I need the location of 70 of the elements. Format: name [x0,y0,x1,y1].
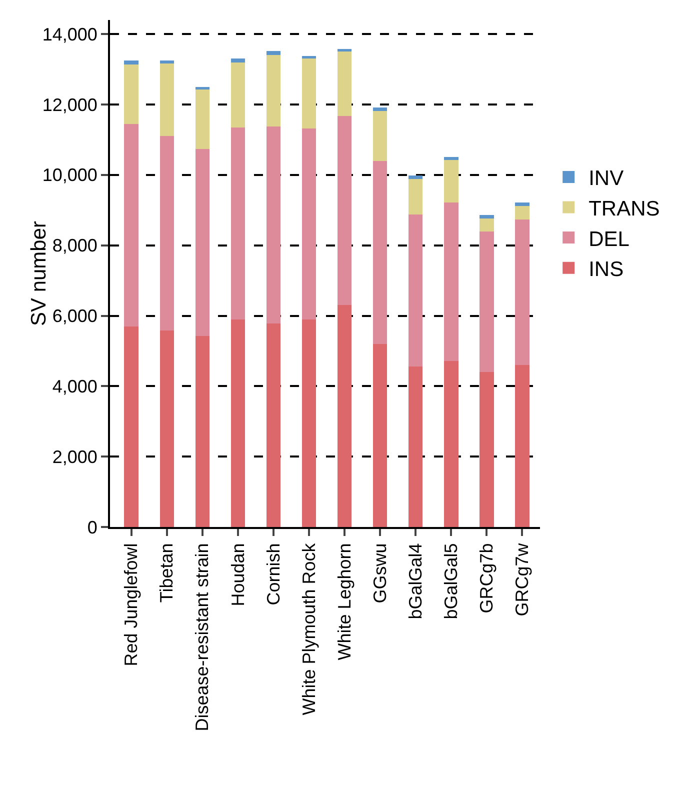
bar [124,326,138,527]
x-tick-label: Disease-resistant strain [192,543,212,732]
x-tick-label: bGalGal5 [441,543,462,620]
bar [124,60,138,65]
legend-label: DEL [588,228,630,251]
x-tick-label: GRCg7b [476,543,497,614]
x-tick-label: bGalGal4 [405,543,426,620]
bar [408,214,423,366]
y-tick-label: 14,000 [42,24,98,44]
bar [480,215,494,219]
x-tick-label: Tibetan [156,543,177,603]
bar [195,90,210,150]
x-tick-label: White Leghorn [334,543,354,660]
legend-label: INS [588,258,624,282]
bar [372,107,388,111]
bar [444,156,458,160]
bar [372,344,388,527]
bar [160,60,174,64]
bar [124,124,138,326]
bar [302,128,316,320]
bar [302,319,316,527]
bar [337,305,352,527]
y-tick-label: 10,000 [42,165,98,186]
bar [230,62,246,128]
bar [266,126,281,324]
bar [515,206,530,220]
bar [480,218,494,232]
legend-label: INV [588,167,624,190]
bar [444,160,458,203]
bar [408,366,423,527]
y-tick-label: 6,000 [52,306,98,326]
bar [195,149,210,336]
bar [408,179,423,215]
bar [160,136,174,331]
x-tick-label: Red Junglefowl [121,543,142,666]
bar [337,52,352,116]
x-tick-label: GGswu [370,543,390,604]
y-axis-title: SV number [27,220,50,326]
bar [230,58,246,62]
y-tick-label: 4,000 [52,376,98,396]
bar [266,55,281,126]
y-tick-label: 8,000 [52,236,98,256]
bar [444,202,458,361]
bar [444,360,458,527]
bar [160,330,174,527]
bar [372,160,388,344]
bar [515,219,530,366]
bar [230,128,246,320]
bar [230,319,246,527]
x-tick-label: Cornish [263,543,284,606]
bar [480,231,494,372]
bar [480,372,494,527]
bar [266,50,281,56]
bar [515,365,530,527]
x-tick-label: White Plymouth Rock [298,542,319,716]
bar [302,58,316,128]
x-tick-label: GRCg7w [512,542,532,616]
bar [372,110,388,161]
bar [195,336,210,527]
y-tick-label: 2,000 [52,446,98,467]
x-tick-label: Houdan [228,543,248,606]
bar [337,116,352,306]
legend-label: TRANS [588,197,660,220]
y-tick-label: 12,000 [42,94,98,115]
bar [266,324,281,527]
bar [408,176,423,180]
y-tick-label: 0 [87,517,98,538]
bar [515,202,530,206]
bar [160,63,174,136]
bar [124,64,138,124]
